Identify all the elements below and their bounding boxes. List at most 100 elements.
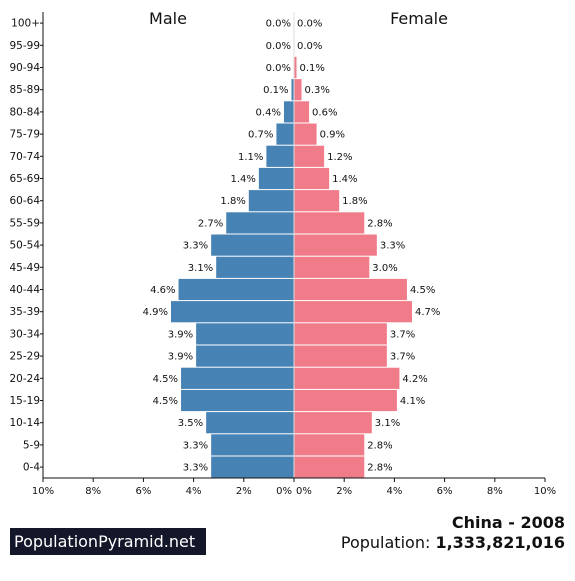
male-bar-45-49 bbox=[216, 256, 294, 278]
male-value-85-89: 0.1% bbox=[263, 85, 288, 96]
age-label-55-59: 55-59 bbox=[9, 217, 40, 229]
female-bar-0-4 bbox=[294, 456, 365, 478]
male-bar-40-44 bbox=[178, 278, 294, 301]
male-value-15-19: 4.5% bbox=[153, 396, 178, 407]
age-label-70-74: 70-74 bbox=[9, 151, 40, 163]
male-value-0-4: 3.3% bbox=[183, 463, 208, 474]
female-bar-45-49 bbox=[294, 256, 370, 278]
x-tick-label-right-8: 8% bbox=[487, 486, 503, 497]
axes bbox=[40, 12, 546, 482]
male-value-80-84: 0.4% bbox=[256, 107, 281, 118]
male-value-90-94: 0.0% bbox=[266, 63, 291, 74]
male-value-30-34: 3.9% bbox=[168, 329, 193, 340]
male-bar-10-14 bbox=[206, 412, 294, 434]
age-label-90-94: 90-94 bbox=[9, 62, 40, 74]
male-bar-75-79 bbox=[276, 123, 294, 145]
x-tick-label-left-2: 2% bbox=[236, 486, 252, 497]
male-bar-0-4 bbox=[211, 456, 294, 478]
female-bar-5-9 bbox=[294, 434, 365, 456]
age-label-60-64: 60-64 bbox=[9, 195, 40, 207]
x-tick-label-left-10: 10% bbox=[32, 486, 54, 497]
male-value-5-9: 3.3% bbox=[183, 440, 208, 451]
male-value-70-74: 1.1% bbox=[238, 152, 263, 163]
female-value-10-14: 3.1% bbox=[375, 418, 400, 429]
male-bar-70-74 bbox=[266, 145, 294, 167]
female-value-80-84: 0.6% bbox=[312, 107, 337, 118]
x-tick-label-left-4: 4% bbox=[186, 486, 202, 497]
male-bar-60-64 bbox=[248, 190, 294, 212]
x-tick-label-right-2: 2% bbox=[336, 486, 352, 497]
x-tick-label-left-6: 6% bbox=[135, 486, 151, 497]
age-label-20-24: 20-24 bbox=[9, 373, 40, 385]
x-tick-label-right-0: 0% bbox=[296, 486, 312, 497]
age-label-85-89: 85-89 bbox=[9, 84, 40, 96]
male-value-40-44: 4.6% bbox=[150, 285, 175, 296]
female-bar-80-84 bbox=[294, 101, 310, 123]
age-label-25-29: 25-29 bbox=[9, 351, 40, 363]
male-value-75-79: 0.7% bbox=[248, 130, 273, 141]
population-pyramid-chart: 0-4 3.3% 2.8% 5-9 3.3% 2.8% 10-14 3.5% 3.1% 15-19… bbox=[9, 9, 556, 497]
female-bar-60-64 bbox=[294, 190, 340, 212]
female-bar-40-44 bbox=[294, 278, 407, 301]
age-label-75-79: 75-79 bbox=[9, 129, 40, 141]
male-value-20-24: 4.5% bbox=[153, 374, 178, 385]
labels: 0-4 3.3% 2.8% 5-9 3.3% 2.8% 10-14 3.5% 3.1% 15-19… bbox=[9, 18, 556, 497]
male-bar-30-34 bbox=[196, 323, 294, 345]
age-label-65-69: 65-69 bbox=[9, 173, 40, 185]
male-bar-5-9 bbox=[211, 434, 294, 456]
female-value-25-29: 3.7% bbox=[390, 352, 415, 363]
female-bar-15-19 bbox=[294, 389, 397, 412]
x-tick-label-right-10: 10% bbox=[534, 486, 556, 497]
age-label-45-49: 45-49 bbox=[9, 262, 40, 274]
age-label-80-84: 80-84 bbox=[9, 106, 40, 118]
female-bar-10-14 bbox=[294, 412, 372, 434]
female-value-70-74: 1.2% bbox=[327, 152, 352, 163]
female-bars bbox=[294, 56, 412, 478]
age-label-40-44: 40-44 bbox=[9, 284, 40, 296]
population-line: Population: 1,333,821,016 bbox=[341, 533, 565, 552]
female-value-15-19: 4.1% bbox=[400, 396, 425, 407]
male-value-95-99: 0.0% bbox=[266, 41, 291, 52]
female-value-20-24: 4.2% bbox=[402, 374, 427, 385]
female-value-55-59: 2.8% bbox=[367, 218, 392, 229]
legend-male: Male bbox=[149, 9, 187, 28]
age-label-35-39: 35-39 bbox=[9, 306, 40, 318]
female-bar-70-74 bbox=[294, 145, 325, 167]
female-value-95-99: 0.0% bbox=[297, 41, 322, 52]
male-bar-25-29 bbox=[196, 345, 294, 367]
male-bar-20-24 bbox=[181, 367, 294, 389]
male-value-50-54: 3.3% bbox=[183, 241, 208, 252]
female-value-5-9: 2.8% bbox=[367, 440, 392, 451]
male-bar-35-39 bbox=[171, 301, 294, 323]
female-value-30-34: 3.7% bbox=[390, 329, 415, 340]
population-value: 1,333,821,016 bbox=[435, 533, 565, 552]
female-bar-30-34 bbox=[294, 323, 387, 345]
female-bar-20-24 bbox=[294, 367, 400, 389]
site-logo[interactable]: PopulationPyramid.net bbox=[10, 528, 206, 555]
x-tick-label-left-0: 0% bbox=[276, 486, 292, 497]
male-value-100+: 0.0% bbox=[266, 19, 291, 30]
female-bar-90-94 bbox=[294, 56, 297, 79]
female-bar-75-79 bbox=[294, 123, 317, 145]
female-value-100+: 0.0% bbox=[297, 19, 322, 30]
male-bar-85-89 bbox=[291, 79, 294, 101]
female-bar-65-69 bbox=[294, 167, 330, 190]
male-value-55-59: 2.7% bbox=[198, 218, 223, 229]
x-tick-label-left-8: 8% bbox=[85, 486, 101, 497]
male-bar-15-19 bbox=[181, 389, 294, 412]
male-bar-50-54 bbox=[211, 234, 294, 256]
female-value-65-69: 1.4% bbox=[332, 174, 357, 185]
age-label-30-34: 30-34 bbox=[9, 328, 40, 340]
female-bar-25-29 bbox=[294, 345, 387, 367]
female-value-45-49: 3.0% bbox=[372, 263, 397, 274]
population-label: Population: bbox=[340, 533, 431, 552]
male-bars bbox=[171, 79, 294, 478]
male-value-65-69: 1.4% bbox=[230, 174, 255, 185]
male-bar-55-59 bbox=[226, 212, 294, 234]
age-label-95-99: 95-99 bbox=[9, 40, 40, 52]
legend-female: Female bbox=[390, 9, 448, 28]
age-label-50-54: 50-54 bbox=[9, 240, 40, 252]
female-value-0-4: 2.8% bbox=[367, 463, 392, 474]
female-value-90-94: 0.1% bbox=[300, 63, 325, 74]
male-value-45-49: 3.1% bbox=[188, 263, 213, 274]
